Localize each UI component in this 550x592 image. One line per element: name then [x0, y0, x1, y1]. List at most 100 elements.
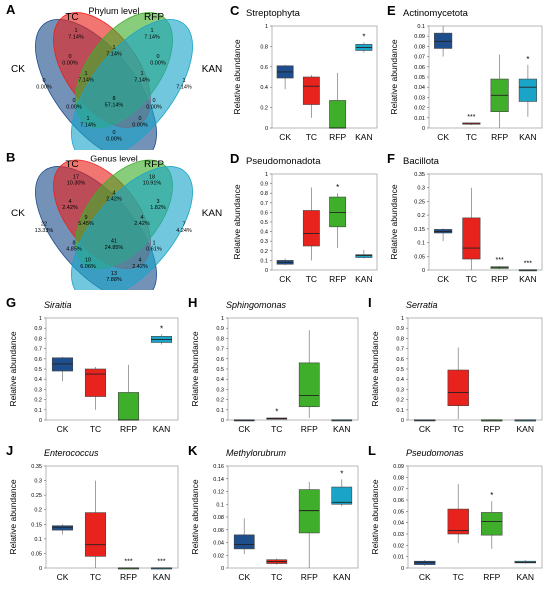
y-tick-label: 0: [422, 126, 425, 132]
x-tick-label: CK: [238, 572, 250, 582]
venn-region-label: 18 10.91%: [143, 174, 162, 186]
x-tick-label: KAN: [517, 572, 534, 582]
venn-region-label: 4 2.42%: [132, 258, 148, 270]
box-CK: [233, 419, 255, 422]
venn-region-line: 0: [68, 54, 71, 60]
x-tick-label: RFP: [491, 274, 508, 284]
venn-region-label: 1 7.14%: [106, 45, 122, 58]
venn-region-line: 4: [112, 191, 115, 197]
y-tick-label: 0.07: [393, 487, 404, 493]
box-RFP: [117, 364, 140, 421]
venn-region-label: 0 0.00%: [62, 54, 78, 67]
box-RFP: [481, 501, 503, 549]
y-tick-label: 0.25: [31, 493, 42, 499]
y-tick-label: 0.4: [260, 85, 268, 91]
y-tick-label: 0.35: [31, 464, 42, 470]
venn-title: Genus level: [90, 154, 138, 164]
y-tick-label: 0: [401, 418, 404, 424]
x-tick-label: CK: [57, 424, 69, 434]
y-tick-label: 0.2: [216, 398, 224, 404]
venn-region-label: 22 13.33%: [35, 222, 54, 234]
y-tick-label: 0.08: [393, 475, 404, 481]
significance-label: ***: [496, 257, 504, 264]
venn-region-label: 4 2.42%: [62, 199, 78, 211]
y-axis-label: Relative abundance: [232, 184, 242, 259]
venn-region-line: 8: [72, 241, 75, 247]
box-KAN: [514, 560, 536, 564]
y-tick-label: 0.4: [216, 377, 224, 383]
venn-region-label: 1 7.14%: [68, 28, 84, 41]
y-tick-label: 0: [39, 566, 42, 572]
y-tick-label: 0.1: [396, 408, 404, 414]
box-body: [51, 357, 74, 372]
venn-set-KAN: [71, 166, 193, 291]
box-body: [302, 76, 320, 105]
x-tick-label: CK: [279, 274, 291, 284]
plot-frame: [227, 317, 359, 421]
y-tick-label: 0.1: [417, 24, 425, 30]
venn-region-label: 7 4.24%: [176, 222, 192, 234]
x-tick-label: RFP: [483, 572, 500, 582]
venn-region-line: 9: [84, 215, 87, 221]
chart-title: Actinomycetota: [403, 8, 469, 19]
x-tick-label: TC: [271, 572, 282, 582]
venn-set-label: TC: [65, 12, 78, 23]
venn-region-line: 4.24%: [176, 228, 192, 234]
y-tick-label: 0.1: [417, 241, 425, 247]
y-tick-label: 0.02: [393, 543, 404, 549]
venn-region-label: 0 0.00%: [146, 98, 162, 111]
box-CK: [276, 258, 294, 266]
box-body: [117, 392, 140, 421]
y-axis-label: Relative abundance: [389, 184, 399, 259]
panel-letter: I: [368, 295, 372, 310]
box-KAN: [150, 567, 173, 570]
venn-region-line: 1: [84, 71, 87, 77]
x-tick-label: TC: [90, 572, 101, 582]
x-tick-label: RFP: [120, 424, 137, 434]
venn-region-line: 0: [138, 116, 141, 122]
y-tick-label: 0.08: [213, 515, 224, 521]
y-tick-label: 0.2: [34, 398, 42, 404]
venn-region-line: 17: [73, 174, 79, 180]
panel-I: I Serratia 0 0.1 0.2 0.3 0.4 0.5 0.6 0.7 0.8 0.9 1 Re…: [368, 295, 543, 434]
y-tick-label: 1: [39, 316, 42, 322]
box-body: [233, 534, 255, 550]
x-tick-label: CK: [419, 572, 431, 582]
box-KAN: [518, 64, 537, 117]
panel-L: L Pseudomonas 0 0.01 0.02 0.03 0.04 0.05 0.06 0.0…: [368, 443, 543, 582]
venn-region-label: 8 4.85%: [66, 241, 82, 253]
significance-label: *: [336, 183, 339, 192]
venn-region-line: 0.00%: [106, 137, 122, 143]
venn-region-label: 4 2.42%: [106, 191, 122, 203]
x-tick-label: KAN: [519, 274, 536, 284]
panel-H: H Sphingomonas 0 0.1 0.2 0.3 0.4 0.5 0.6 0.7 0.8 0.…: [188, 295, 359, 434]
venn-region-line: 7.14%: [80, 123, 96, 129]
panel-G: G Siraitia 0 0.1 0.2 0.3 0.4 0.5 0.6 0.7 0.8 0.9 1 Re…: [6, 295, 179, 434]
chart-title: Siraitia: [44, 300, 72, 310]
venn-region-line: 13: [111, 271, 117, 277]
y-tick-label: 0.2: [260, 249, 268, 255]
venn-region-line: 4.85%: [66, 247, 82, 253]
y-tick-label: 0.6: [216, 357, 224, 363]
box-TC: [447, 484, 469, 544]
panel-letter: G: [6, 295, 16, 310]
venn-region-line: 8: [112, 96, 115, 102]
x-tick-label: RFP: [491, 132, 508, 142]
box-CK: [414, 419, 436, 422]
box-body: [434, 32, 453, 49]
venn-region-line: 7.88%: [106, 277, 122, 283]
venn-region-line: 2.42%: [106, 197, 122, 203]
venn-region-line: 0: [156, 54, 159, 60]
venn-region-line: 1.82%: [150, 205, 166, 211]
venn-region-line: 10: [85, 258, 91, 264]
venn-region-label: 8 57.14%: [105, 96, 124, 109]
venn-region-label: 0 0.00%: [132, 116, 148, 129]
y-tick-label: 0.1: [216, 502, 224, 508]
venn-region-line: 7.14%: [176, 85, 192, 91]
venn-region-line: 10.30%: [67, 181, 86, 187]
venn-region-label: 9 5.45%: [78, 215, 94, 227]
y-tick-label: 0.2: [260, 106, 268, 112]
y-tick-label: 0.3: [396, 387, 404, 393]
y-tick-label: 0.8: [216, 336, 224, 342]
